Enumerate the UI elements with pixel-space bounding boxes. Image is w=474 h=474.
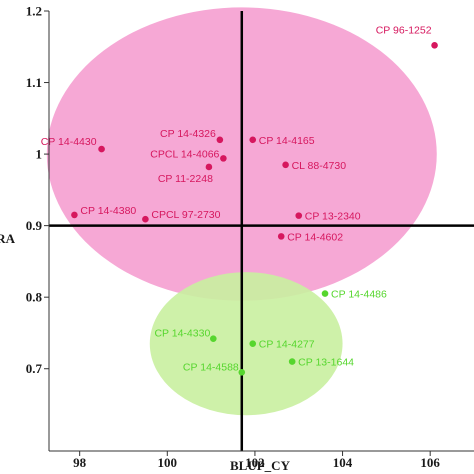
y-tick-label: 0.9	[26, 218, 43, 233]
y-tick-label: 1	[36, 147, 43, 162]
point-labels: CP 96-1252 CP 14-4326 CP 14-4165 CP 14-4430…	[41, 24, 432, 373]
x-tick-label: 102	[245, 455, 265, 470]
data-point-cp-14-4277	[249, 340, 257, 347]
data-label: CP 14-4380	[80, 205, 136, 217]
data-point-cp-14-4430	[98, 145, 105, 153]
data-label: CP 14-4486	[331, 289, 387, 301]
data-label: CPCL 14-4066	[150, 148, 219, 160]
data-point-cpcl-14-4066	[220, 155, 227, 162]
data-points	[71, 42, 438, 376]
data-label: CP 96-1252	[376, 24, 432, 36]
data-point-cp-96-1252	[431, 42, 438, 49]
y-tick-label: 1.2	[26, 4, 42, 19]
y-tick-label: 0.7	[26, 361, 43, 376]
data-label: CL 88-4730	[292, 160, 347, 172]
data-point-cp-13-1644	[288, 358, 296, 365]
x-tick-label: 98	[73, 455, 87, 470]
data-point-cp-14-4486	[321, 290, 329, 297]
data-point-cp-14-4326	[216, 136, 224, 144]
ticks: 98 100 102 104 106 0.7 0.8 0.9 1 1.1 1.2	[26, 4, 441, 471]
data-label: CP 14-4330	[154, 328, 210, 340]
data-label: CP 14-4430	[41, 136, 97, 148]
data-point-cpcl-97-2730	[142, 215, 149, 223]
y-tick-label: 0.8	[26, 290, 43, 305]
x-tick-label: 100	[158, 455, 178, 470]
reference-lines	[49, 11, 474, 451]
x-tick-label: 104	[333, 455, 353, 470]
data-point-cp-11-2248	[205, 163, 213, 171]
data-label: CP 14-4326	[160, 128, 216, 140]
data-label: CP 13-1644	[298, 357, 354, 369]
x-axis-title: BLUP_CY	[230, 458, 291, 473]
y-axis-title: RA	[0, 231, 16, 246]
data-label: CP 14-4588	[183, 361, 239, 373]
data-label: CPCL 97-2730	[151, 209, 220, 221]
axes	[48, 11, 474, 452]
group-ellipse-2	[149, 272, 343, 416]
data-point-cp-14-4380	[71, 211, 78, 219]
data-label: CP 14-4602	[287, 231, 343, 243]
data-point-cp-14-4330	[210, 335, 217, 342]
data-point-cp-13-2340	[295, 212, 303, 219]
data-point-cp-14-4165	[249, 136, 257, 144]
data-label: CP 14-4277	[259, 339, 315, 351]
data-label: CP 14-4165	[259, 135, 315, 147]
data-label: CP 11-2248	[158, 173, 213, 185]
y-tick-label: 1.1	[26, 75, 42, 90]
data-point-cp-14-4588	[238, 369, 246, 376]
data-point-cl-88-4730	[282, 161, 289, 169]
data-point-cp-14-4602	[277, 233, 285, 240]
x-tick-label: 106	[420, 455, 440, 470]
data-label: CP 13-2340	[305, 211, 361, 223]
